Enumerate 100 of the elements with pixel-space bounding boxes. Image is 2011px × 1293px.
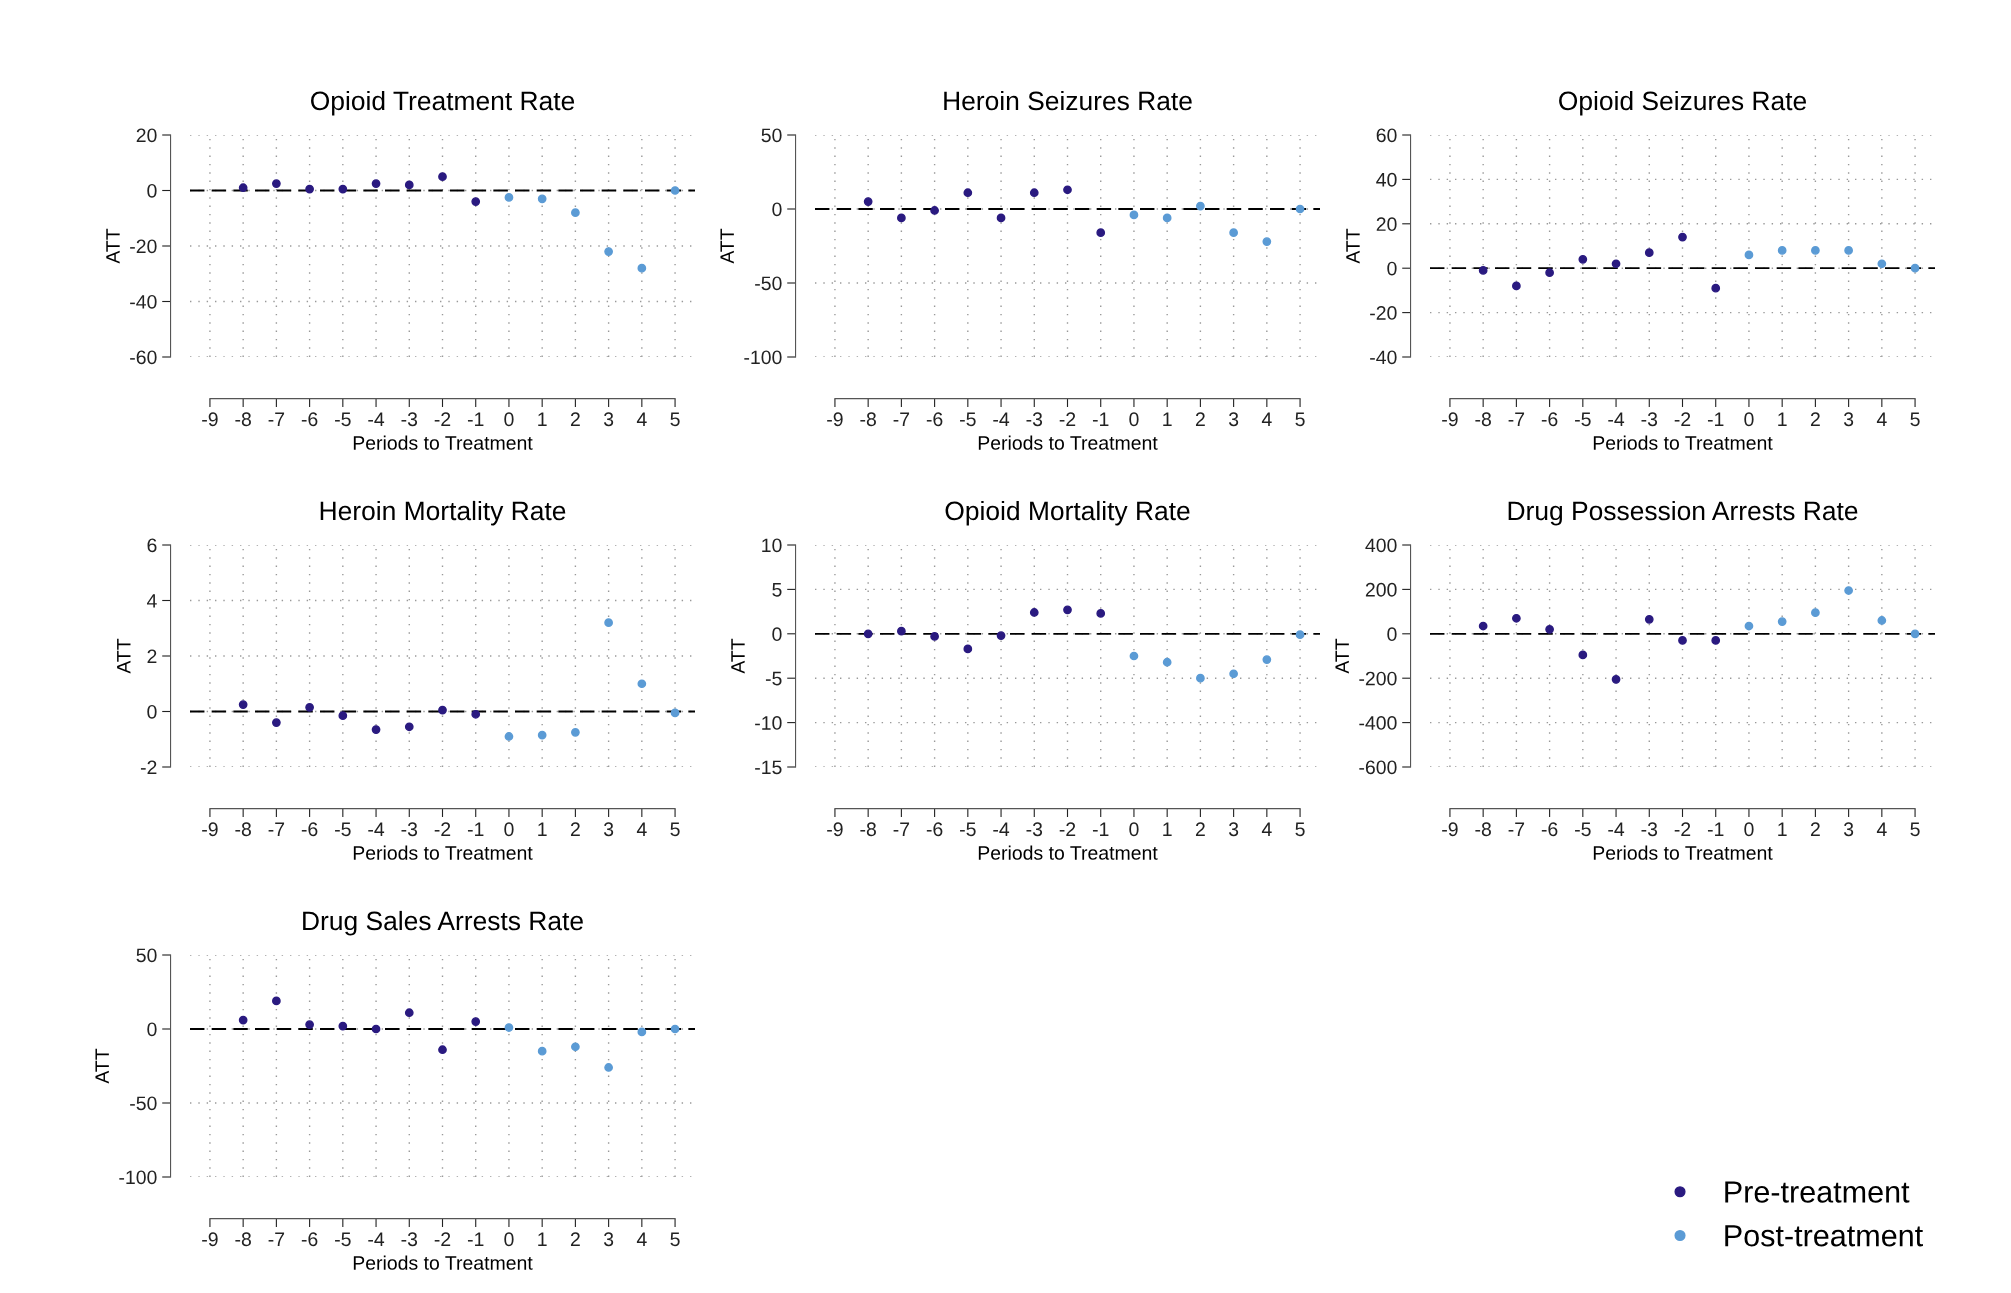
point bbox=[1262, 237, 1272, 246]
x-tick-label: -7 bbox=[268, 412, 285, 426]
y-tick-label: -50 bbox=[130, 1096, 157, 1111]
y-tick-label: 6 bbox=[147, 538, 157, 553]
point bbox=[1096, 609, 1106, 618]
x-tick-label: -7 bbox=[1508, 412, 1525, 426]
point bbox=[504, 193, 514, 202]
x-tick-label: -2 bbox=[1059, 412, 1076, 426]
point bbox=[1478, 621, 1488, 631]
point bbox=[1478, 266, 1488, 275]
point bbox=[670, 186, 680, 195]
y-tick-label: 5 bbox=[772, 583, 782, 597]
point bbox=[1611, 259, 1621, 269]
point bbox=[404, 1008, 414, 1018]
point bbox=[1063, 185, 1072, 195]
x-tick-label: 3 bbox=[1228, 412, 1239, 427]
x-tick-label: 0 bbox=[504, 822, 514, 837]
x-tick-label: 2 bbox=[1195, 412, 1205, 426]
y-tick-label: -400 bbox=[1359, 716, 1397, 730]
point bbox=[272, 996, 281, 1006]
point bbox=[1910, 629, 1920, 639]
x-tick-label: -3 bbox=[1641, 822, 1658, 837]
x-tick-label: -6 bbox=[1541, 412, 1558, 427]
x-tick-label: 0 bbox=[1744, 822, 1754, 837]
y-tick-label: -100 bbox=[119, 1170, 157, 1185]
y-tick-label: -2 bbox=[140, 760, 157, 775]
x-tick-label: -5 bbox=[960, 412, 976, 427]
point bbox=[963, 644, 973, 654]
y-tick-label: 4 bbox=[146, 594, 157, 608]
x-tick-label: -9 bbox=[202, 1232, 218, 1247]
x-tick-label: 3 bbox=[603, 822, 614, 837]
chart-title: Heroin Mortality Rate bbox=[320, 500, 566, 526]
point bbox=[338, 1021, 348, 1031]
y-tick-label: 40 bbox=[1376, 172, 1397, 187]
point bbox=[1910, 263, 1920, 273]
point bbox=[1811, 608, 1820, 618]
point bbox=[537, 730, 547, 740]
point bbox=[1512, 613, 1521, 623]
point bbox=[637, 679, 647, 689]
y-axis-title: ATT bbox=[106, 228, 120, 264]
y-tick-label: 0 bbox=[772, 202, 782, 217]
x-tick-label: 4 bbox=[1261, 412, 1272, 426]
x-tick-label: 3 bbox=[1228, 822, 1239, 837]
point bbox=[471, 1017, 481, 1026]
x-tick-label: 1 bbox=[1778, 822, 1787, 836]
point bbox=[1711, 636, 1721, 645]
y-axis-title: ATT bbox=[720, 228, 734, 264]
chart-title: Heroin Seizures Rate bbox=[944, 90, 1192, 111]
chart-title: Opioid Treatment Rate bbox=[311, 90, 575, 116]
x-tick-label: -7 bbox=[1508, 822, 1525, 836]
x-tick-label: 5 bbox=[1910, 412, 1920, 427]
x-axis-title: Periods to Treatment bbox=[978, 845, 1158, 860]
y-tick-label: -10 bbox=[755, 716, 782, 730]
point bbox=[1196, 201, 1205, 211]
point bbox=[471, 197, 481, 206]
legend-label: Pre-treatment bbox=[1725, 1181, 1910, 1203]
x-tick-label: -3 bbox=[1641, 412, 1658, 427]
x-tick-label: 0 bbox=[504, 1232, 514, 1247]
x-tick-label: 2 bbox=[1810, 822, 1820, 836]
x-tick-label: -3 bbox=[1026, 822, 1043, 837]
point bbox=[604, 618, 613, 628]
y-tick-label: 50 bbox=[136, 948, 157, 963]
point bbox=[996, 631, 1006, 640]
chart-title: Opioid Seizures Rate bbox=[1559, 90, 1807, 116]
x-tick-label: -9 bbox=[827, 822, 843, 837]
point bbox=[238, 183, 248, 193]
point bbox=[1545, 624, 1554, 634]
y-tick-label: -40 bbox=[1370, 350, 1397, 365]
x-tick-label: -2 bbox=[1674, 822, 1691, 836]
x-tick-label: -9 bbox=[1442, 822, 1458, 837]
x-tick-label: -6 bbox=[926, 412, 943, 427]
point bbox=[670, 1024, 680, 1034]
point bbox=[1744, 250, 1754, 260]
x-tick-label: -8 bbox=[235, 1232, 251, 1247]
x-tick-label: -7 bbox=[893, 822, 910, 836]
y-axis-title: ATT bbox=[731, 638, 745, 674]
x-tick-label: 2 bbox=[570, 1232, 580, 1246]
point bbox=[1196, 673, 1205, 683]
x-tick-label: -3 bbox=[1026, 412, 1043, 427]
point bbox=[1644, 614, 1654, 624]
chart-title: Opioid Mortality Rate bbox=[945, 500, 1190, 526]
y-tick-label: 20 bbox=[136, 128, 157, 143]
x-tick-label: -6 bbox=[301, 412, 318, 427]
x-tick-label: -1 bbox=[467, 822, 484, 836]
x-tick-label: -3 bbox=[401, 412, 418, 427]
y-tick-label: -40 bbox=[130, 294, 157, 309]
x-tick-label: -8 bbox=[1475, 822, 1491, 837]
x-tick-label: -1 bbox=[1092, 412, 1109, 426]
x-tick-label: -4 bbox=[368, 412, 385, 426]
point bbox=[305, 184, 314, 194]
point bbox=[1096, 228, 1106, 238]
x-tick-label: -2 bbox=[1059, 822, 1076, 836]
x-tick-label: -4 bbox=[993, 412, 1010, 426]
point bbox=[1844, 246, 1853, 255]
x-tick-label: 0 bbox=[504, 412, 514, 427]
y-tick-label: 0 bbox=[147, 704, 157, 719]
point bbox=[1678, 232, 1687, 242]
y-tick-label: 20 bbox=[1376, 217, 1397, 232]
point bbox=[1877, 259, 1887, 269]
y-tick-label: 0 bbox=[147, 183, 157, 198]
